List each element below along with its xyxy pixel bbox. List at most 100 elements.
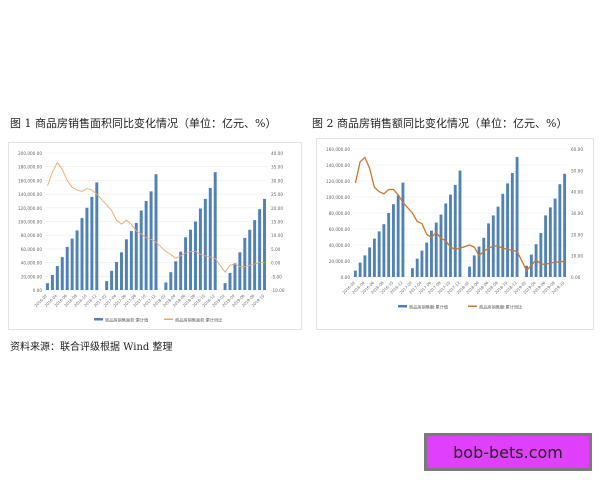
chart1-panel: 0.00 20,000.00 40,000.00 60,000.00 80,000.00… (8, 142, 302, 330)
bar (90, 196, 94, 290)
left-axis-label: 140,000.00 (326, 163, 350, 168)
legend-line-swatch (164, 318, 173, 320)
bar (55, 266, 59, 290)
bar (75, 230, 79, 290)
bar (506, 183, 509, 277)
left-axis-label: 100,000.00 (326, 195, 350, 200)
bar (119, 252, 123, 290)
right-axis-label: 50.00 (571, 168, 583, 173)
source-note: 资料来源：联合评级根据 Wind 整理 (10, 342, 173, 353)
bar (501, 193, 505, 277)
bar (213, 172, 217, 290)
bar (401, 182, 405, 277)
bar (368, 247, 372, 277)
left-axis-label: 200,000.00 (18, 151, 42, 156)
right-axis-label: 5.00 (271, 247, 281, 252)
bar (223, 283, 227, 290)
bar (363, 255, 367, 277)
bar (238, 252, 242, 290)
left-axis-label: 160,000.00 (326, 147, 350, 152)
bar (144, 200, 148, 290)
left-axis-label: 140,000.00 (18, 192, 42, 197)
right-axis-label: 10.00 (571, 254, 583, 259)
bar (458, 170, 462, 277)
right-axis-label: -5.00 (271, 274, 282, 279)
right-axis-label: 35.00 (271, 165, 283, 170)
left-axis-label: 160,000.00 (18, 178, 42, 183)
left-axis-label: 0.00 (341, 275, 351, 280)
bar (85, 207, 89, 290)
bar (415, 258, 419, 277)
right-axis-label: 40.00 (571, 190, 583, 195)
bar (129, 231, 133, 290)
legend-line-label: 商品房销售面积:累计同比 (175, 317, 222, 324)
watermark-text: bob-bets.com (453, 442, 563, 462)
left-axis-label: 20,000.00 (21, 274, 43, 279)
bar (179, 251, 183, 290)
legend-bar-label: 商品房销售面积:累计值 (105, 317, 148, 324)
left-axis-label: 0.00 (33, 288, 43, 293)
bar (563, 173, 567, 277)
bar (110, 270, 114, 290)
right-axis-label: 15.00 (271, 220, 283, 225)
bar (233, 263, 237, 290)
left-axis-label: 180,000.00 (18, 165, 42, 170)
chart1-plot: 0.00 20,000.00 40,000.00 60,000.00 80,000.00… (18, 151, 285, 324)
legend: 商品房销售额:累计值 商品房销售额:累计同比 (398, 304, 522, 311)
bar (139, 210, 143, 290)
bar (482, 237, 486, 277)
bar (65, 246, 69, 290)
bar (258, 209, 262, 290)
legend-line-label: 商品房销售额:累计同比 (479, 304, 522, 311)
bar (193, 221, 197, 290)
left-axis-label: 120,000.00 (326, 179, 350, 184)
bar (439, 214, 443, 277)
bar (174, 261, 178, 290)
bar (198, 208, 202, 290)
bar (263, 198, 267, 290)
right-axis-label: 0.00 (271, 261, 281, 266)
bar (477, 246, 481, 277)
bar (50, 274, 54, 290)
bar (558, 184, 562, 277)
legend-line-swatch (468, 305, 477, 307)
right-axis-label: 10.00 (271, 233, 283, 238)
yoy-line (354, 156, 565, 272)
bar (468, 266, 471, 277)
bar (45, 283, 49, 290)
right-axis-label: 25.00 (271, 192, 283, 197)
bar (487, 223, 490, 277)
bar (228, 272, 232, 290)
bar (248, 229, 252, 290)
bar (372, 238, 376, 277)
bar (353, 270, 357, 277)
watermark-banner[interactable]: bob-bets.com (424, 433, 592, 471)
bar (105, 281, 109, 290)
right-axis-label: -10.00 (271, 288, 285, 293)
chart2-plot: 0.00 20,000.00 40,000.00 60,000.00 80,000.00… (326, 147, 583, 311)
bar (382, 224, 386, 277)
bar (425, 242, 429, 277)
bar (115, 261, 119, 290)
right-axis-label: 20.00 (571, 232, 583, 237)
bar (553, 198, 557, 277)
right-axis-label: 20.00 (271, 206, 283, 211)
left-axis-label: 100,000.00 (18, 220, 42, 225)
bar (496, 206, 500, 277)
bar (80, 218, 84, 290)
bar (434, 222, 438, 277)
bar (472, 255, 476, 277)
right-axis-label: 30.00 (571, 211, 583, 216)
bar (134, 222, 138, 290)
right-axis-label: 60.00 (571, 147, 583, 152)
bar (430, 230, 433, 277)
bar (411, 268, 414, 277)
figure2-title: 图 2 商品房销售额同比变化情况（单位：亿元、%） (312, 117, 568, 130)
bar (169, 272, 173, 290)
left-axis-label: 60,000.00 (21, 247, 43, 252)
legend-bar-label: 商品房销售额:累计值 (409, 304, 448, 311)
bar (164, 282, 168, 290)
chart2-panel: 0.00 20,000.00 40,000.00 60,000.00 80,000.00… (316, 138, 594, 330)
left-axis-label: 120,000.00 (18, 206, 42, 211)
bar (184, 237, 188, 290)
